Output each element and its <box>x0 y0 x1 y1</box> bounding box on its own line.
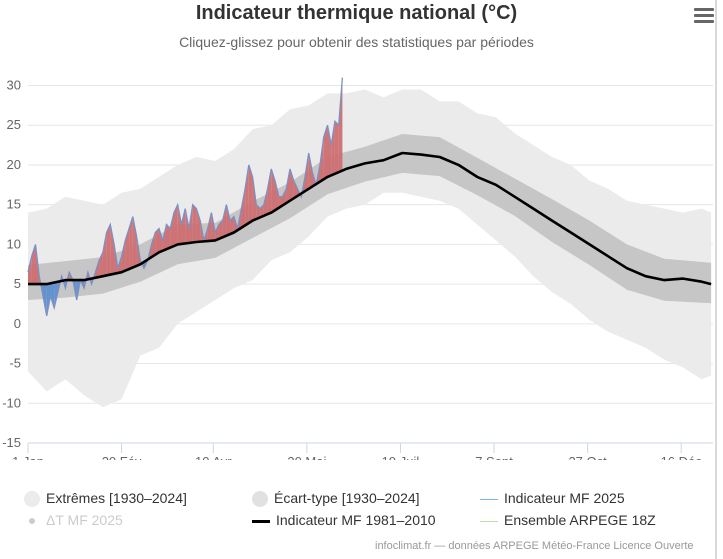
legend-item[interactable]: Extrêmes [1930–2024] <box>24 490 187 508</box>
anomaly-area <box>121 240 126 273</box>
anomaly-area <box>170 212 174 248</box>
x-tick-label: 20 Fév <box>102 454 142 460</box>
anomaly-area <box>245 164 249 226</box>
credits-link[interactable]: infoclimat.fr — données ARPEGE Météo-Fra… <box>375 540 694 552</box>
legend-item[interactable]: Indicateur MF 2025 <box>480 490 625 506</box>
anomaly-area <box>50 282 55 308</box>
chart-title: Indicateur thermique national (°C) <box>195 2 518 24</box>
extremes-band <box>28 89 712 408</box>
x-tick-label: 27 Oct <box>568 454 607 460</box>
chart-plot[interactable]: -15 -10 -5 0 5 10 15 20 25 30 1 Jan 20 Fév 10 Avr 30 … <box>0 0 723 460</box>
hamburger-menu-icon[interactable] <box>694 8 714 26</box>
anomaly-area <box>267 168 272 215</box>
anomaly-area <box>327 125 332 177</box>
anomaly-area <box>102 232 107 277</box>
anomaly-area <box>286 168 290 204</box>
x-tick-label: 1 Jan <box>12 454 44 460</box>
anomaly-area <box>177 204 182 245</box>
legend-label: Indicateur MF 1981–2010 <box>276 512 436 528</box>
indicateur-mf-1981-2010-line[interactable] <box>28 151 712 286</box>
anomaly-area <box>338 77 343 173</box>
y-tick-label: -10 <box>2 395 21 410</box>
y-tick-label: -5 <box>9 356 21 371</box>
anomaly-area <box>293 180 298 199</box>
anomaly-area <box>290 168 294 201</box>
anomaly-area <box>230 216 234 235</box>
legend-label: ΔT MF 2025 <box>46 512 123 528</box>
x-tick-label: 7 Sept <box>475 454 513 460</box>
anomaly-area <box>215 224 219 241</box>
legend-label: Ensemble ARPEGE 18Z <box>504 512 656 528</box>
anomaly-area <box>323 125 328 180</box>
x-tick-label: 19 Juil <box>382 454 420 460</box>
x-tick-label: 30 Mai <box>287 454 326 460</box>
anomaly-area <box>282 188 287 206</box>
anomaly-area <box>207 212 212 242</box>
anomaly-area <box>226 204 231 236</box>
legend-item[interactable]: ΔT MF 2025 <box>24 512 123 528</box>
anomaly-area <box>174 204 178 246</box>
y-tick-label: 0 <box>14 316 21 331</box>
anomaly-area <box>132 216 137 268</box>
x-tick-label: 10 Avr <box>195 454 232 460</box>
y-tick-label: 25 <box>7 117 21 132</box>
legend-circle-icon <box>24 491 40 508</box>
legend-line-icon <box>480 498 498 501</box>
anomaly-area <box>155 228 159 255</box>
x-tick-label: 16 Déc <box>661 454 703 460</box>
anomaly-area <box>28 256 32 285</box>
legend-line-icon <box>480 520 498 523</box>
anomaly-area <box>218 220 223 239</box>
anomaly-area <box>181 208 186 244</box>
y-tick-label: 20 <box>7 157 21 172</box>
anomaly-area <box>308 153 313 189</box>
anomaly-area <box>196 208 201 242</box>
legend-item[interactable]: Écart-type [1930–2024] <box>252 490 420 508</box>
anomaly-area <box>110 224 115 275</box>
scrollbar-edge <box>715 0 717 559</box>
legend-line-icon <box>252 519 270 523</box>
legend-item[interactable]: Ensemble ARPEGE 18Z <box>480 512 656 528</box>
y-tick-label: 30 <box>7 78 21 93</box>
anomaly-area <box>222 204 227 238</box>
anomaly-area <box>159 228 163 253</box>
y-tick-label: -15 <box>2 435 21 450</box>
anomaly-area <box>331 121 335 176</box>
anomaly-area <box>334 121 339 174</box>
y-tick-label: 5 <box>14 276 21 291</box>
legend-label: Indicateur MF 2025 <box>504 490 625 506</box>
y-tick-label: 15 <box>7 197 21 212</box>
anomaly-area <box>248 164 253 223</box>
anomaly-area <box>151 232 156 258</box>
anomaly-area <box>241 188 246 228</box>
anomaly-area <box>129 216 133 269</box>
anomaly-area <box>275 180 279 211</box>
legend-circle-icon <box>252 491 268 508</box>
y-tick-label: 10 <box>7 236 21 251</box>
anomaly-area <box>192 204 197 243</box>
anomaly-area <box>166 224 171 250</box>
legend-item[interactable]: Indicateur MF 1981–2010 <box>252 512 436 528</box>
ecart-type-band <box>28 134 712 304</box>
anomaly-area <box>106 224 111 276</box>
legend-circle-icon <box>29 518 35 525</box>
chart-subtitle: Cliquez-glissez pour obtenir des statist… <box>179 34 534 50</box>
legend-label: Extrêmes [1930–2024] <box>46 490 187 506</box>
legend-label: Écart-type [1930–2024] <box>274 490 420 506</box>
anomaly-area <box>185 208 189 244</box>
